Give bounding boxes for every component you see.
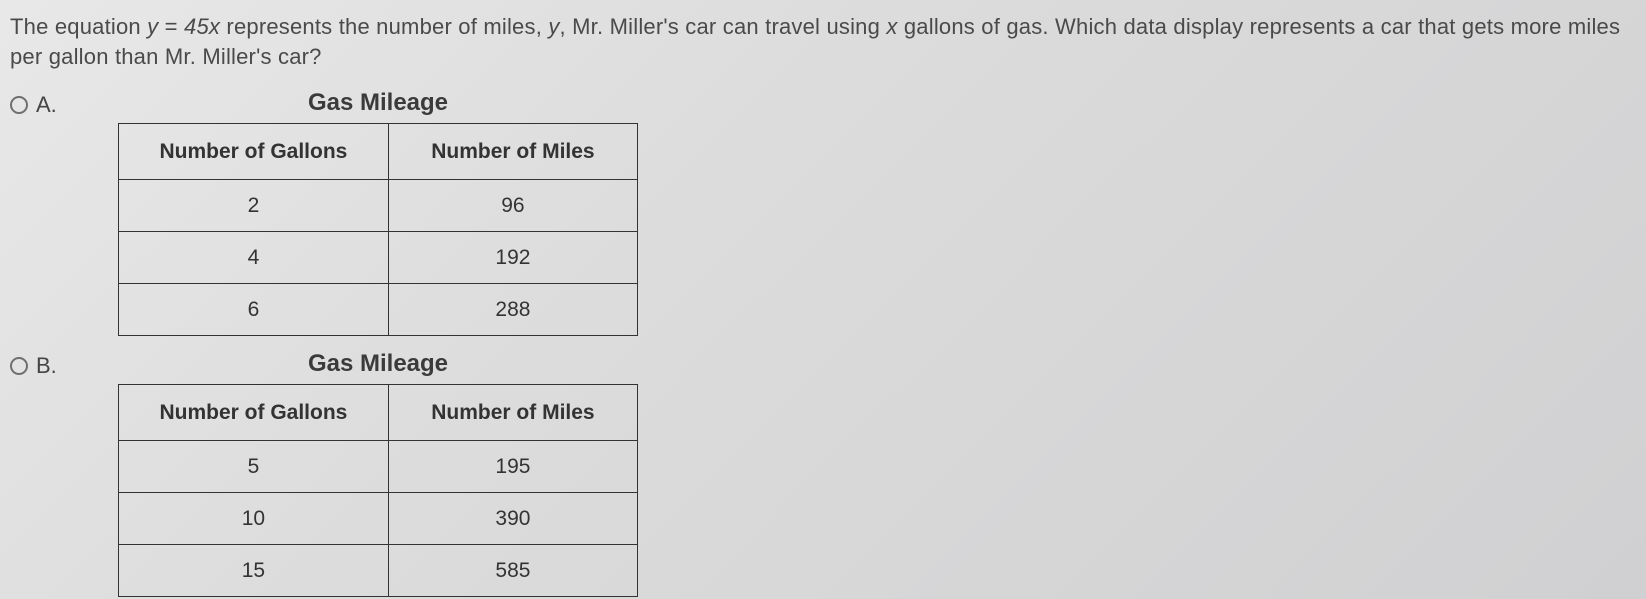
table-row: 4 192 <box>119 232 638 284</box>
question-part3: , Mr. Miller's car can travel using <box>560 14 887 39</box>
var-y2: y <box>548 14 559 39</box>
option-b-title: Gas Mileage <box>118 350 638 378</box>
table-row: 2 96 <box>119 180 638 232</box>
cell-miles: 585 <box>388 545 637 597</box>
cell-gallons: 5 <box>119 441 389 493</box>
question-text: The equation y = 45x represents the numb… <box>10 12 1636 71</box>
table-row: 15 585 <box>119 545 638 597</box>
question-part1: The equation <box>10 14 147 39</box>
cell-miles: 195 <box>388 441 637 493</box>
option-a-table-block: Gas Mileage Number of Gallons Number of … <box>118 89 638 336</box>
option-a-radio-cell[interactable]: A. <box>10 89 70 118</box>
option-b-label: B. <box>36 353 57 379</box>
cell-miles: 288 <box>388 284 637 336</box>
option-a-table: Number of Gallons Number of Miles 2 96 4… <box>118 123 638 336</box>
option-b-table: Number of Gallons Number of Miles 5 195 … <box>118 384 638 597</box>
col-header-miles: Number of Miles <box>388 385 637 441</box>
table-row: 10 390 <box>119 493 638 545</box>
cell-gallons: 6 <box>119 284 389 336</box>
table-row: 6 288 <box>119 284 638 336</box>
option-b-table-block: Gas Mileage Number of Gallons Number of … <box>118 350 638 597</box>
cell-miles: 96 <box>388 180 637 232</box>
options-container: A. Gas Mileage Number of Gallons Number … <box>10 89 1636 597</box>
option-b-row: B. Gas Mileage Number of Gallons Number … <box>10 350 1636 597</box>
radio-icon[interactable] <box>10 357 28 375</box>
cell-gallons: 2 <box>119 180 389 232</box>
col-header-gallons: Number of Gallons <box>119 385 389 441</box>
option-a-label: A. <box>36 92 57 118</box>
question-part2: represents the number of miles, <box>220 14 548 39</box>
cell-gallons: 15 <box>119 545 389 597</box>
col-header-miles: Number of Miles <box>388 124 637 180</box>
cell-miles: 390 <box>388 493 637 545</box>
table-header-row: Number of Gallons Number of Miles <box>119 124 638 180</box>
col-header-gallons: Number of Gallons <box>119 124 389 180</box>
table-row: 5 195 <box>119 441 638 493</box>
var-x2: x <box>886 14 897 39</box>
table-header-row: Number of Gallons Number of Miles <box>119 385 638 441</box>
option-a-title: Gas Mileage <box>118 89 638 117</box>
cell-gallons: 10 <box>119 493 389 545</box>
equation-eq: = <box>158 14 184 39</box>
option-a-row: A. Gas Mileage Number of Gallons Number … <box>10 89 1636 336</box>
equation-y: y <box>147 14 158 39</box>
radio-icon[interactable] <box>10 96 28 114</box>
cell-gallons: 4 <box>119 232 389 284</box>
cell-miles: 192 <box>388 232 637 284</box>
equation-rhs: 45x <box>184 14 220 39</box>
option-b-radio-cell[interactable]: B. <box>10 350 70 379</box>
